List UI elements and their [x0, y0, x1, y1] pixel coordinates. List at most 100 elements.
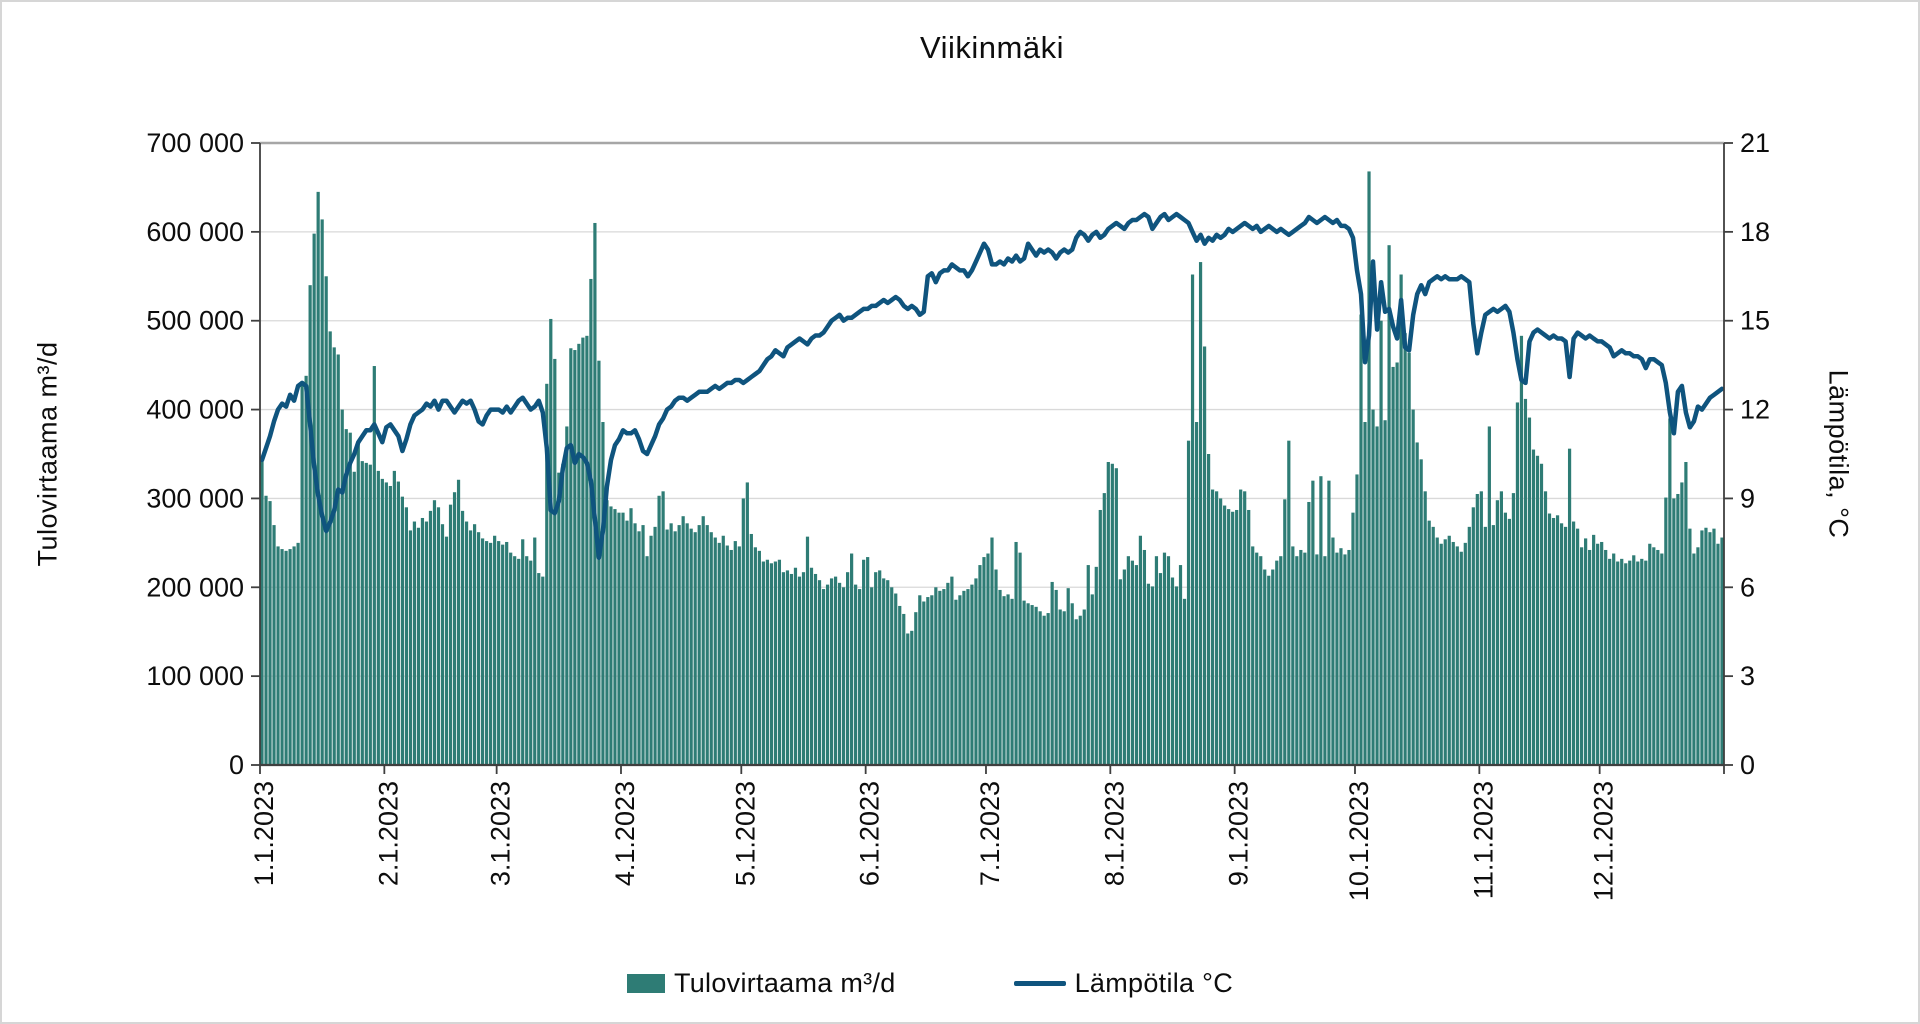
- flow-bar: [1495, 500, 1499, 765]
- flow-bar: [1612, 553, 1616, 765]
- right-axis-tick-label: 3: [1740, 661, 1755, 691]
- flow-bar: [1387, 245, 1391, 765]
- flow-bar: [701, 516, 705, 765]
- flow-bar: [1078, 615, 1082, 765]
- flow-bar: [384, 482, 388, 765]
- x-axis-tick-label: 2.1.2023: [373, 781, 403, 886]
- left-axis-tick-label: 500 000: [146, 306, 244, 336]
- flow-bar: [1712, 528, 1716, 765]
- flow-bar: [1624, 563, 1628, 765]
- flow-bar: [1070, 603, 1074, 765]
- flow-bar: [340, 409, 344, 765]
- flow-bar: [769, 563, 773, 765]
- flow-bar: [1644, 560, 1648, 765]
- flow-bar: [990, 537, 994, 765]
- flow-bar: [753, 547, 757, 765]
- flow-bar: [870, 587, 874, 765]
- flow-bar: [1146, 583, 1151, 765]
- flow-bar: [926, 597, 930, 765]
- flow-bar: [613, 509, 617, 765]
- x-axis-tick-label: 6.1.2023: [855, 781, 885, 886]
- flow-bar: [829, 578, 834, 765]
- flow-bar: [805, 536, 810, 765]
- flow-bar: [1531, 449, 1536, 765]
- flow-bar: [388, 485, 392, 765]
- flow-bar: [1668, 418, 1672, 765]
- flow-bar: [280, 549, 284, 765]
- flow-bar: [304, 375, 308, 765]
- flow-bar: [1680, 482, 1684, 765]
- flow-bar: [1227, 509, 1231, 765]
- flow-bar: [1170, 577, 1175, 765]
- flow-bar: [1363, 422, 1367, 765]
- flow-bar: [268, 501, 272, 765]
- flow-bar: [890, 587, 894, 765]
- flow-bar: [1435, 537, 1439, 765]
- flow-bar: [902, 613, 906, 765]
- right-axis-tick-label: 0: [1740, 750, 1755, 780]
- flow-bar: [1507, 518, 1512, 765]
- flow-bar: [1475, 493, 1479, 765]
- flow-bar: [1283, 499, 1287, 765]
- flow-bar: [1178, 565, 1183, 765]
- flow-bar: [693, 532, 697, 765]
- flow-bar: [1604, 549, 1608, 765]
- flow-bar: [1098, 509, 1102, 765]
- flow-bar: [292, 546, 296, 765]
- flow-bar: [677, 525, 681, 765]
- flow-bar: [1086, 565, 1090, 765]
- flow-bar: [1267, 575, 1271, 765]
- flow-bar: [906, 633, 910, 765]
- flow-bar: [862, 559, 866, 765]
- flow-bar: [946, 582, 950, 765]
- temp-legend-label: Lämpötila °C: [1074, 968, 1234, 998]
- flow-bar: [404, 507, 408, 765]
- flow-bar: [497, 541, 501, 765]
- flow-bar: [364, 462, 368, 765]
- flow-bar: [1395, 362, 1399, 765]
- flow-bar: [320, 219, 324, 766]
- flow-bar: [509, 552, 513, 765]
- flow-bar: [970, 584, 974, 765]
- flow-bar: [1026, 603, 1030, 765]
- left-axis-tick-label: 0: [229, 750, 244, 780]
- flow-bar: [785, 570, 790, 765]
- flow-bar: [781, 572, 786, 765]
- flow-bar: [1002, 596, 1006, 765]
- flow-bar: [914, 612, 918, 765]
- flow-bar: [1660, 553, 1664, 765]
- flow-bar: [1523, 398, 1528, 765]
- left-axis-tick-label: 400 000: [146, 395, 244, 425]
- flow-bar: [1471, 507, 1475, 765]
- flow-bar: [1648, 543, 1652, 765]
- flow-bar: [641, 525, 645, 765]
- flow-bar: [1323, 556, 1327, 765]
- flow-bar: [930, 595, 934, 765]
- flow-bar: [424, 521, 429, 765]
- right-axis-tick-label: 6: [1740, 572, 1755, 602]
- flow-bar: [328, 331, 332, 765]
- flow-bar: [1467, 526, 1471, 765]
- flow-bar: [1519, 335, 1524, 765]
- flow-bar: [713, 537, 717, 765]
- flow-bar: [1403, 333, 1407, 765]
- flow-bar: [846, 572, 850, 765]
- flow-bars: [260, 171, 1724, 766]
- flow-bar: [1211, 489, 1215, 765]
- flow-bar: [276, 546, 280, 765]
- flow-bar: [1018, 552, 1022, 765]
- flow-bar: [1600, 541, 1604, 765]
- flow-bar: [1090, 594, 1094, 765]
- flow-bar: [1551, 517, 1556, 765]
- flow-bar: [272, 525, 276, 765]
- flow-bar: [1411, 409, 1415, 765]
- flow-bar: [757, 550, 761, 765]
- flow-bar: [1676, 493, 1680, 765]
- flow-bar: [1235, 509, 1239, 765]
- flow-bar: [336, 354, 340, 765]
- flow-bar: [489, 542, 493, 765]
- flow-bar: [348, 432, 352, 765]
- flow-bar: [729, 549, 733, 765]
- flow-legend-label: Tulovirtaama m³/d: [673, 968, 896, 998]
- flow-bar: [657, 495, 661, 765]
